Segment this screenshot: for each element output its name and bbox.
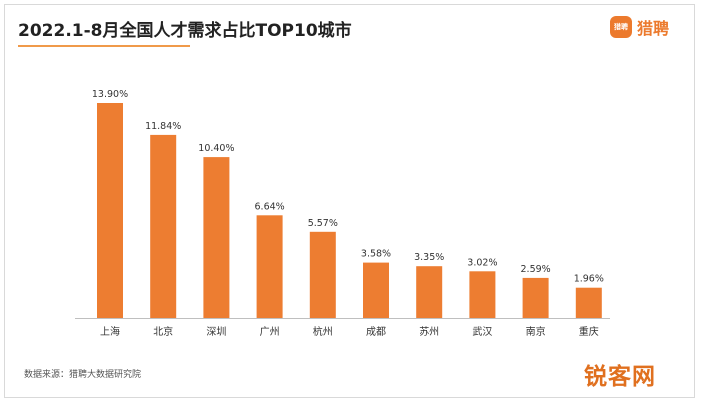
bar-value-label: 10.40% [198,143,234,154]
bar-value-label: 3.35% [414,252,444,263]
brand-logo: 猎聘 猎聘 [610,16,669,38]
bar-上海 [97,103,123,318]
x-tick-label: 南京 [526,325,546,338]
bar-value-label: 3.02% [467,257,497,268]
page-title: 2022.1-8月全国人才需求占比TOP10城市 [18,21,352,41]
bar-value-label: 2.59% [521,264,551,275]
x-tick-label: 武汉 [472,325,492,338]
x-tick-label: 上海 [100,325,120,338]
bar-value-label: 13.90% [92,89,128,100]
bar-成都 [363,262,389,318]
bar-value-label: 11.84% [145,121,181,132]
bar-深圳 [203,157,230,318]
bar-value-label: 1.96% [574,274,604,285]
brand-name: 猎聘 [637,19,670,38]
x-tick-label: 北京 [153,325,173,338]
bar-杭州 [309,231,336,318]
bar-重庆 [575,287,602,318]
bar-武汉 [469,271,496,318]
bar-苏州 [416,266,443,318]
bar-南京 [522,277,549,318]
x-tick-label: 杭州 [313,325,333,338]
bar-value-label: 6.64% [255,201,285,212]
watermark-text: 锐客网 [584,364,656,390]
bar-广州 [256,215,283,318]
x-tick-label: 成都 [366,326,386,338]
liepin-logo-icon: 猎聘 [610,16,632,38]
x-tick-label: 重庆 [579,325,599,338]
bar-value-label: 5.57% [308,218,338,229]
slide-frame [4,4,695,398]
bar-北京 [150,134,177,318]
title-underline [18,45,190,47]
x-tick-label: 广州 [260,326,280,338]
bar-value-label: 3.58% [361,249,391,260]
data-source-note: 数据来源：猎聘大数据研究院 [24,370,142,380]
x-tick-label: 深圳 [206,326,226,338]
x-tick-label: 苏州 [419,325,439,338]
